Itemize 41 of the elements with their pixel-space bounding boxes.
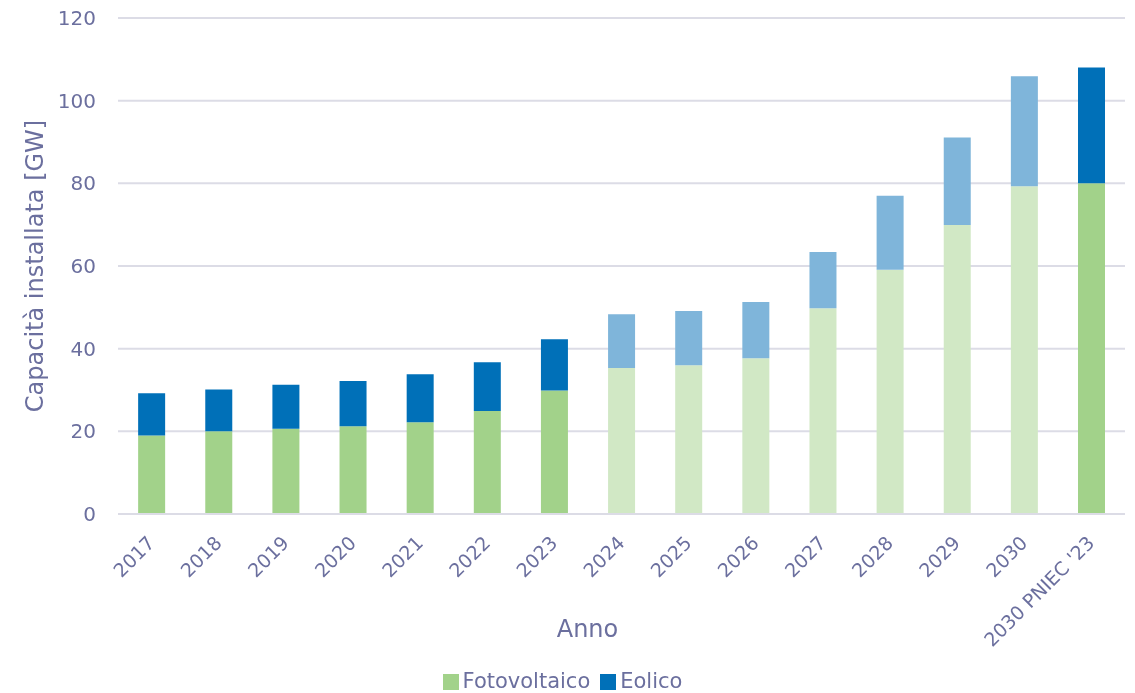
legend-label: Eolico [620, 669, 683, 693]
y-tick-label: 80 [70, 171, 96, 196]
bar [675, 365, 703, 514]
bar [809, 251, 837, 309]
y-axis-title: Capacità installata [GW] [20, 119, 49, 413]
bar [742, 301, 770, 359]
bar [876, 195, 904, 270]
bar [608, 314, 636, 369]
bar [272, 428, 300, 514]
bar [205, 431, 233, 514]
bar [809, 308, 837, 514]
bar [138, 393, 166, 436]
bar [1010, 186, 1038, 514]
bar [876, 269, 904, 514]
bar [1078, 67, 1106, 184]
bar [205, 389, 233, 432]
bar [272, 384, 300, 429]
bar [406, 422, 434, 514]
bar [608, 368, 636, 514]
y-tick-label: 20 [70, 419, 96, 444]
y-tick-label: 0 [83, 502, 96, 527]
bar [406, 374, 434, 423]
bar [473, 362, 501, 412]
bar [339, 426, 367, 514]
bar [540, 339, 568, 391]
y-tick-label: 60 [70, 254, 96, 279]
y-tick-label: 100 [57, 88, 96, 113]
x-axis-title: Anno [556, 615, 619, 643]
bar [675, 311, 703, 366]
bar [540, 390, 568, 514]
y-tick-label: 40 [70, 336, 96, 361]
bar [943, 225, 971, 514]
y-tick-label: 120 [57, 6, 96, 31]
bar [473, 411, 501, 514]
bar [742, 358, 770, 514]
bar [1010, 76, 1038, 187]
bar [943, 137, 971, 226]
bar [138, 435, 166, 514]
legend-label: Fotovoltaico [462, 669, 591, 693]
bar [339, 380, 367, 427]
bar [1078, 183, 1106, 514]
